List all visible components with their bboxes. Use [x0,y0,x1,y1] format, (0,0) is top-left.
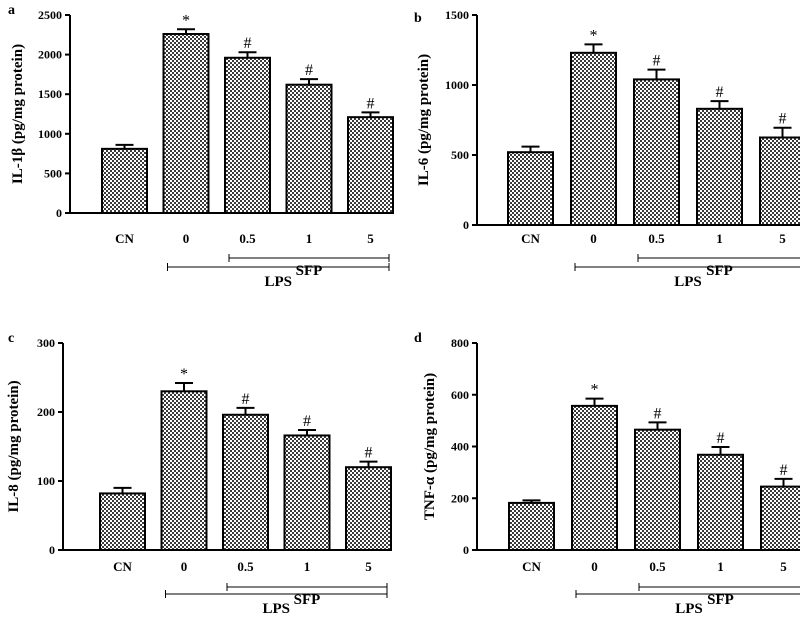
panel-a: a IL-1β (pg/mg protein) 0 500 1000 1500 2000 25… [8,3,394,290]
y-tick-label: 400 [451,440,469,454]
x-tick-label: 5 [779,231,786,246]
y-tick-label: 100 [37,474,55,488]
bar [697,453,744,551]
significance-marker: # [242,391,250,408]
y-tick-label: 2500 [38,8,62,22]
y-tick-label: 300 [37,336,55,350]
y-axis-label: IL-1β (pg/mg protein) [10,44,26,184]
bar [507,151,554,226]
bar [345,466,392,552]
bar [162,33,210,215]
significance-marker: # [367,95,375,112]
x-tick-label: 0.5 [648,231,665,246]
bar [283,434,331,551]
y-axis-label: IL-8 (pg/mg protein) [6,380,22,512]
bar [222,413,269,552]
bar [759,136,800,226]
significance-marker: # [653,53,661,70]
x-tick-label: 1 [306,231,313,246]
significance-marker: # [303,413,311,430]
significance-marker: # [305,62,313,79]
bar [571,404,618,551]
panel-letter: a [8,3,15,18]
group-label: LPS [262,601,290,617]
y-tick-label: 1000 [38,127,62,141]
y-tick-label: 0 [463,543,469,557]
panel-letter: d [414,331,422,346]
group-label: SFP [706,263,733,279]
y-tick-label: 500 [44,166,62,180]
x-tick-label: 5 [367,231,374,246]
group-label: LPS [264,274,292,290]
bar [508,501,555,551]
x-tick-label: 1 [717,559,724,574]
significance-marker: # [780,462,788,479]
y-tick-label: 600 [451,388,469,402]
significance-marker: * [590,27,598,44]
y-tick-label: 200 [451,491,469,505]
bar [224,56,271,214]
x-tick-label: 0.5 [237,559,254,574]
y-tick-label: 0 [56,206,62,220]
bar [696,107,743,226]
x-tick-label: 5 [780,559,787,574]
x-tick-label: 1 [304,559,311,574]
bar [634,428,681,551]
group-label: LPS [674,274,702,290]
panel-d: d TNF-α (pg/mg protein) 0 200 400 600 800 CN * 0 #… [414,331,800,617]
significance-marker: * [182,12,190,29]
panel-letter: b [414,11,422,26]
y-tick-label: 1500 [38,87,62,101]
x-tick-label: CN [522,559,541,574]
significance-marker: # [779,111,787,128]
y-tick-label: 500 [451,148,469,162]
group-label: SFP [294,592,321,608]
significance-marker: # [717,430,725,447]
panel-b: b IL-6 (pg/mg protein) 0 500 1000 1500 CN * 0 #0.… [414,8,800,290]
x-tick-label: 0 [590,231,597,246]
y-tick-label: 0 [49,543,55,557]
x-tick-label: CN [115,231,134,246]
bar [101,147,148,215]
bar [760,485,800,552]
y-axis-label: IL-6 (pg/mg protein) [416,54,432,186]
y-tick-label: 1500 [445,8,469,22]
significance-marker: # [654,405,662,422]
y-tick-label: 0 [463,218,469,232]
x-tick-label: 0 [591,559,598,574]
y-tick-label: 1000 [445,78,469,92]
bar [285,83,333,214]
panel-c: c IL-8 (pg/mg protein) 0 100 200 300 CN * 0 #0.5 #… [6,331,392,617]
significance-marker: * [180,366,188,383]
x-tick-label: 5 [365,559,372,574]
bar [160,390,208,551]
bar [347,116,394,214]
x-tick-label: 0.5 [239,231,256,246]
panel-letter: c [8,331,14,346]
significance-marker: # [244,35,252,52]
significance-marker: * [591,382,599,399]
significance-marker: # [365,445,373,462]
y-axis-label: TNF-α (pg/mg protein) [422,373,438,520]
group-label: SFP [707,592,734,608]
x-tick-label: 1 [716,231,723,246]
group-label: SFP [296,263,323,279]
bar [633,78,680,227]
y-tick-label: 800 [451,336,469,350]
y-tick-label: 2000 [38,48,62,62]
group-label: LPS [675,601,703,617]
y-tick-label: 200 [37,405,55,419]
x-tick-label: 0 [183,231,190,246]
x-tick-label: CN [521,231,540,246]
x-tick-label: 0.5 [649,559,666,574]
x-tick-label: 0 [181,559,188,574]
significance-marker: # [716,84,724,101]
x-tick-label: CN [113,559,132,574]
bar [570,51,617,226]
bar [99,492,146,552]
